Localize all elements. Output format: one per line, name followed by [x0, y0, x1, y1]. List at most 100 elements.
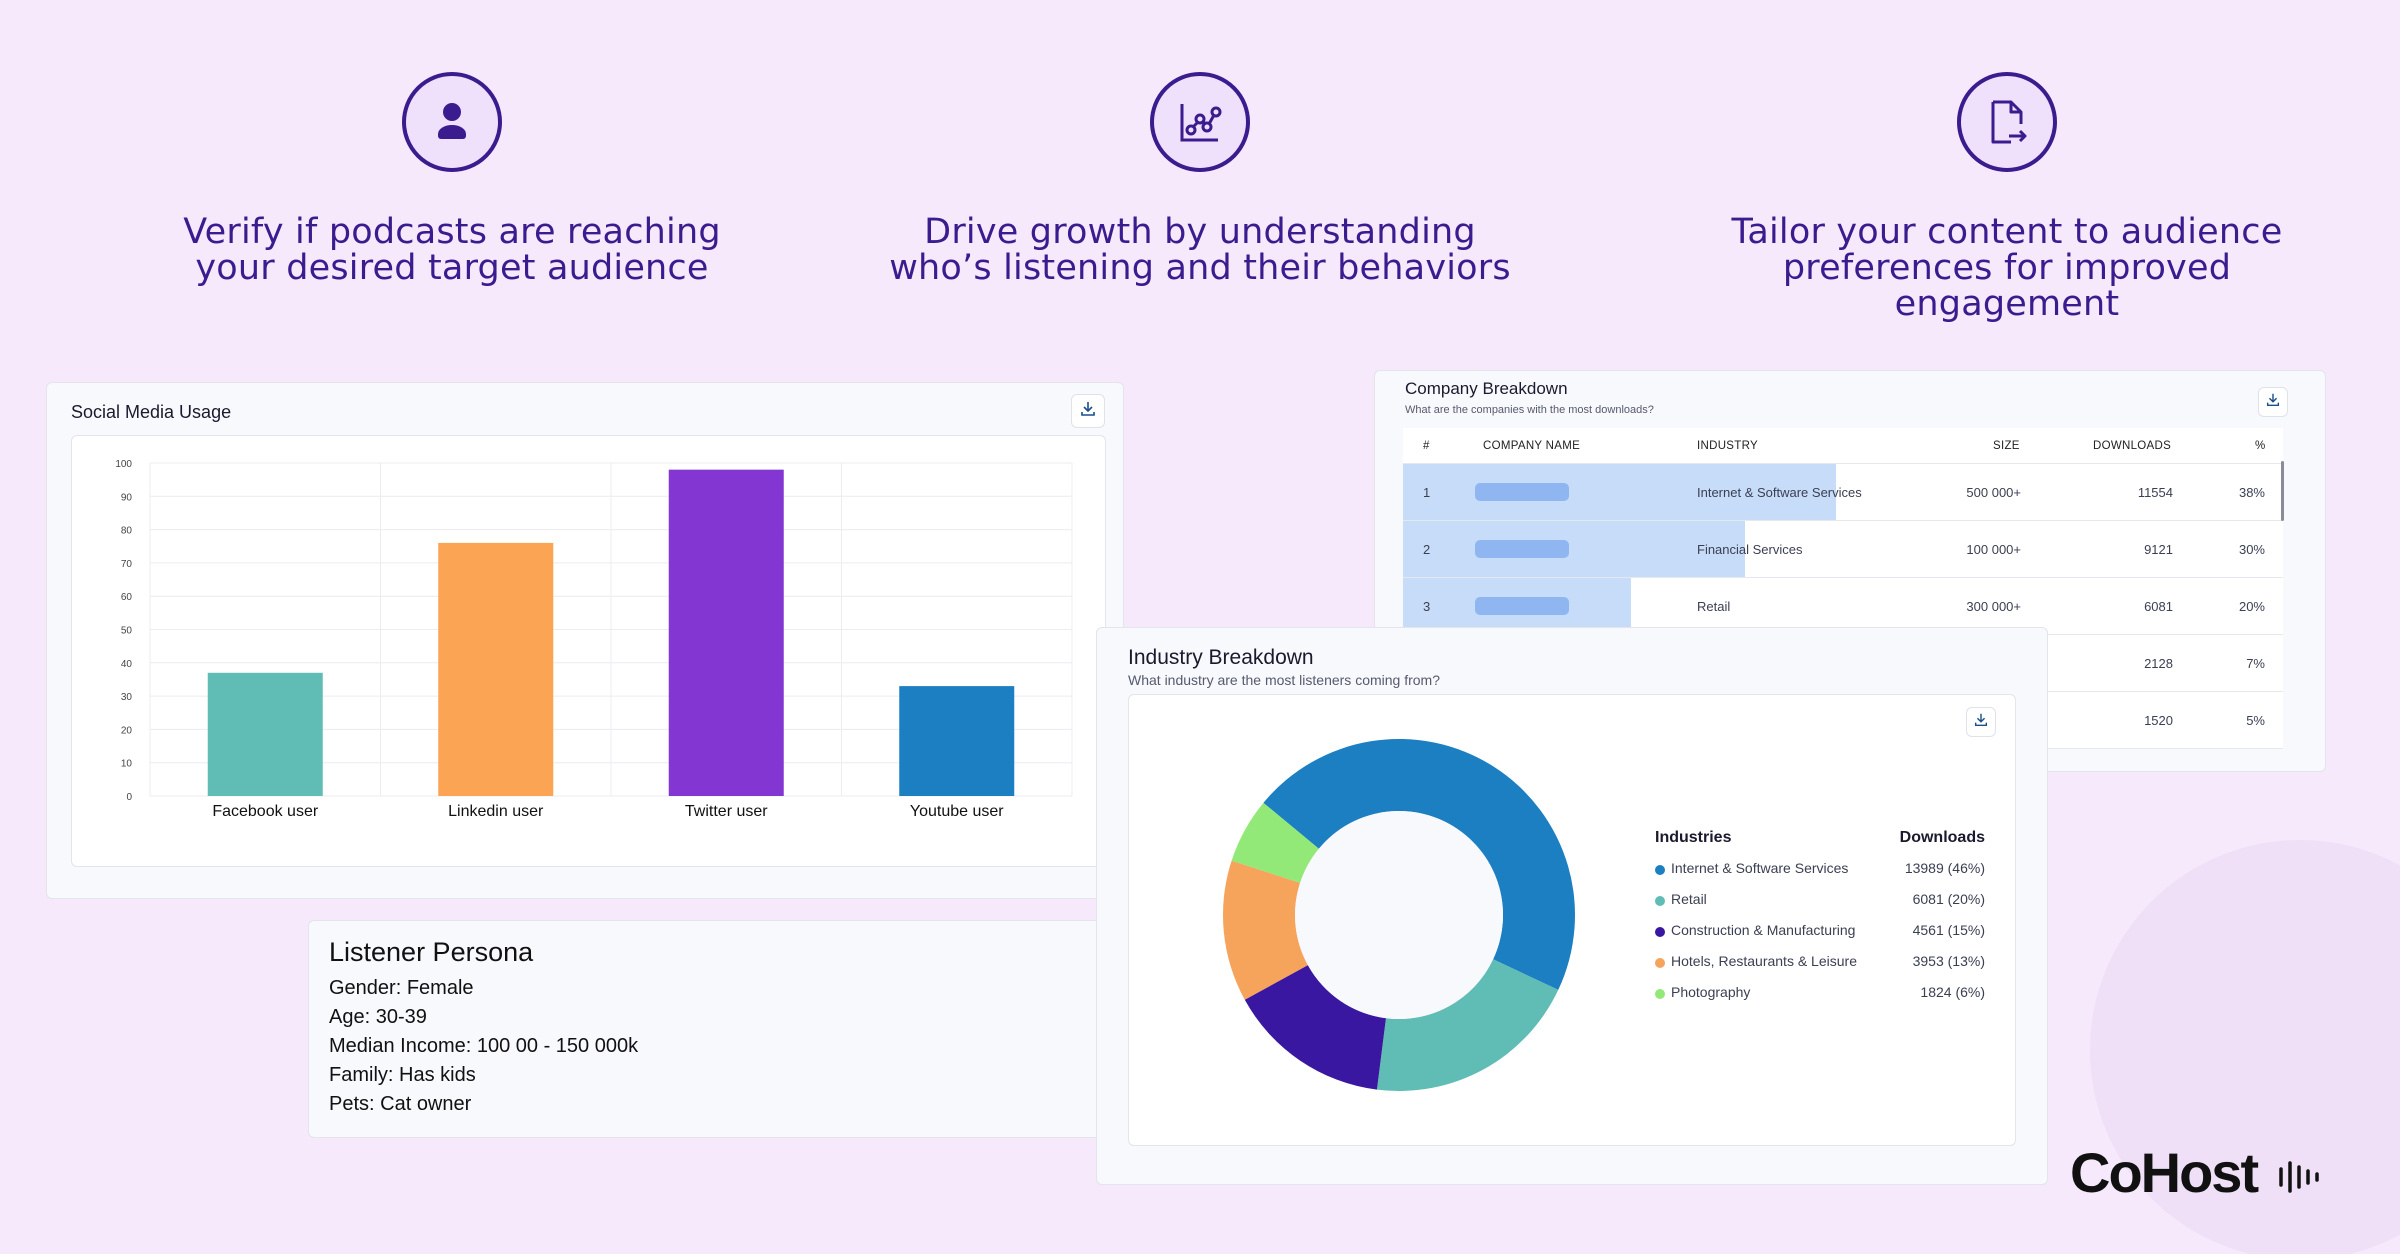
x-category-label: Linkedin user	[448, 803, 544, 820]
legend-dot	[1655, 865, 1665, 875]
feature-text: Verify if podcasts are reaching your des…	[183, 212, 721, 288]
x-category-label: Facebook user	[212, 803, 319, 820]
legend-label: Hotels, Restaurants & Leisure	[1671, 953, 1857, 969]
legend-dot	[1655, 958, 1665, 968]
table-row[interactable]: 2 Financial Services 100 000+ 9121 30%	[1403, 521, 2283, 578]
persona-income: Median Income: 100 00 - 150 000k	[329, 1035, 639, 1057]
line-chart-icon	[1150, 72, 1250, 172]
download-icon	[1079, 400, 1097, 423]
y-tick-label: 30	[121, 692, 133, 703]
persona-title: Listener Persona	[329, 937, 534, 967]
y-tick-label: 10	[121, 759, 133, 770]
cell-size: 500 000+	[1966, 484, 2021, 500]
donut-chart	[1223, 738, 1576, 1091]
card-title: Company Breakdown	[1405, 379, 1568, 398]
legend-item[interactable]: Internet & Software Services 13989 (46%)	[1655, 860, 1985, 882]
company-name-redacted	[1475, 483, 1569, 501]
cell-num: 2	[1423, 541, 1431, 557]
cell-size: 300 000+	[1966, 598, 2021, 614]
bar[interactable]	[899, 686, 1015, 796]
persona-age: Age: 30-39	[329, 1006, 427, 1028]
legend-value: 13989 (46%)	[1904, 860, 1985, 876]
table-header: # COMPANY NAME INDUSTRY SIZE DOWNLOADS %	[1403, 428, 2283, 464]
bar-chart-container: 0 10 20 30 40 50 60 70 80 90 100 Facebook user Linke…	[71, 435, 1106, 867]
cohost-logo: CoHost	[2070, 1140, 2323, 1205]
cell-num: 3	[1423, 598, 1431, 614]
cell-num: 1	[1423, 484, 1431, 500]
social-media-card: Social Media Usage 0 10 20 30 40 50 60 70 80 90 10…	[46, 382, 1124, 899]
cell-size: 100 000+	[1966, 541, 2021, 557]
col-industry: INDUSTRY	[1697, 439, 1758, 452]
cell-downloads: 1520	[2144, 712, 2173, 728]
persona-family: Family: Has kids	[329, 1064, 476, 1086]
cell-downloads: 9121	[2144, 541, 2173, 557]
y-tick-label: 50	[121, 626, 133, 637]
legend-value: 4561 (15%)	[1912, 922, 1985, 938]
feature-audience: Verify if podcasts are reaching your des…	[132, 72, 772, 286]
cell-percent: 5%	[2246, 712, 2265, 728]
cell-percent: 38%	[2238, 484, 2265, 500]
card-title: Industry Breakdown	[1128, 646, 1314, 669]
cell-percent: 30%	[2238, 541, 2265, 557]
donut-slice[interactable]	[1263, 738, 1576, 990]
cell-downloads: 11554	[2137, 484, 2173, 500]
card-title: Social Media Usage	[71, 402, 232, 422]
donut-chart-container: Industries Downloads Internet & Software…	[1128, 694, 2016, 1146]
legend-label: Photography	[1671, 984, 1751, 1000]
bar-chart: 0 10 20 30 40 50 60 70 80 90 100 Facebook user Linke…	[115, 459, 1073, 820]
download-button[interactable]	[1966, 707, 1996, 737]
donut-slice[interactable]	[1376, 959, 1559, 1091]
legend-label: Retail	[1671, 891, 1707, 907]
download-icon	[2265, 392, 2281, 413]
feature-tailor: Tailor your content to audience preferen…	[1687, 72, 2327, 322]
y-tick-label: 70	[121, 559, 133, 570]
bar[interactable]	[438, 542, 554, 796]
persona-gender: Gender: Female	[329, 977, 474, 999]
cell-percent: 20%	[2238, 598, 2265, 614]
cell-industry: Internet & Software Services	[1697, 484, 1862, 500]
legend-dot	[1655, 989, 1665, 999]
donut-slice[interactable]	[1244, 965, 1386, 1090]
document-export-icon	[1957, 72, 2057, 172]
table-row[interactable]: 1 Internet & Software Services 500 000+ 115…	[1403, 464, 2283, 521]
download-button[interactable]	[1071, 394, 1105, 428]
download-button[interactable]	[2258, 387, 2288, 417]
cell-downloads: 6081	[2144, 598, 2173, 614]
download-icon	[1973, 712, 1989, 733]
row-share-bar	[1403, 521, 1745, 577]
company-name-redacted	[1475, 540, 1569, 558]
col-num: #	[1423, 439, 1430, 452]
legend-area: Industries Downloads Internet & Software…	[1129, 829, 2017, 1029]
soundwave-icon	[2278, 1161, 2319, 1193]
y-tick-label: 20	[121, 725, 133, 736]
bar[interactable]	[668, 469, 784, 796]
y-tick-label: 40	[121, 659, 133, 670]
table-row[interactable]: 3 Retail 300 000+ 6081 20%	[1403, 578, 2283, 635]
legend-item[interactable]: Hotels, Restaurants & Leisure 3953 (13%)	[1655, 953, 1985, 975]
legend-header-industries: Industries	[1655, 829, 1732, 846]
col-company-name: COMPANY NAME	[1483, 439, 1581, 452]
legend-header-downloads: Downloads	[1899, 829, 1985, 846]
legend-item[interactable]: Retail 6081 (20%)	[1655, 891, 1985, 913]
cell-industry: Financial Services	[1697, 541, 1803, 557]
y-tick-label: 60	[121, 592, 133, 603]
cell-downloads: 2128	[2144, 655, 2173, 671]
feature-text: Tailor your content to audience preferen…	[1731, 212, 2283, 324]
table-scrollbar[interactable]	[2281, 461, 2284, 521]
donut-hole	[1295, 811, 1503, 1019]
x-category-label: Youtube user	[910, 803, 1004, 820]
legend-item[interactable]: Construction & Manufacturing 4561 (15%)	[1655, 922, 1985, 944]
feature-text: Drive growth by understanding who’s list…	[889, 212, 1511, 288]
legend-dot	[1655, 927, 1665, 937]
donut-slice[interactable]	[1231, 802, 1319, 883]
card-subtitle: What are the companies with the most dow…	[1405, 404, 1654, 416]
x-category-label: Twitter user	[685, 803, 768, 820]
legend-item[interactable]: Photography 1824 (6%)	[1655, 984, 1985, 1006]
cell-percent: 7%	[2246, 655, 2265, 671]
legend-dot	[1655, 896, 1665, 906]
legend-value: 6081 (20%)	[1912, 891, 1985, 907]
donut-slice[interactable]	[1223, 860, 1308, 1000]
card-subtitle: What industry are the most listeners com…	[1128, 672, 1441, 688]
bar[interactable]	[207, 672, 323, 796]
legend-value: 3953 (13%)	[1912, 953, 1985, 969]
